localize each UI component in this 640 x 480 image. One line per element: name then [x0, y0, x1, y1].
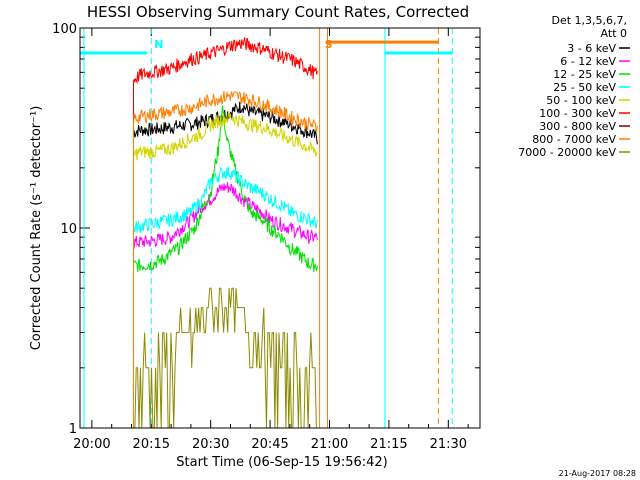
plot-frame: [79, 27, 481, 429]
y-tick-label-0: 1: [69, 422, 77, 437]
series-line-8: [133, 287, 317, 429]
x-axis-label: Start Time (06-Sep-15 19:56:42): [176, 455, 387, 470]
series-line-1: [133, 182, 318, 428]
series-line-0: [133, 101, 318, 428]
x-tick-label-2: 20:30: [192, 437, 229, 452]
legend-label-2: 12 - 25 keV: [553, 68, 616, 81]
x-tick-label-3: 20:45: [251, 437, 288, 452]
legend-label-8: 7000 - 20000 keV: [518, 146, 616, 159]
chart-title: HESSI Observing Summary Count Rates, Cor…: [87, 3, 469, 21]
series-line-4: [133, 111, 318, 428]
x-tick-label-0: 20:00: [73, 437, 110, 452]
series-line-7: [133, 90, 318, 428]
marker-n: N: [154, 38, 163, 51]
series-line-5: [133, 37, 318, 428]
marker-s: S: [325, 38, 333, 51]
legend-label-6: 300 - 800 keV: [539, 120, 616, 133]
series-line-2: [133, 105, 318, 428]
legend-label-7: 800 - 7000 keV: [532, 133, 616, 146]
legend-header-1: Att 0: [601, 27, 627, 40]
legend-label-0: 3 - 6 keV: [567, 42, 616, 55]
legend-label-1: 6 - 12 keV: [560, 55, 616, 68]
x-tick-label-4: 21:00: [311, 437, 348, 452]
legend-label-4: 50 - 100 keV: [546, 94, 616, 107]
legend-label-5: 100 - 300 keV: [539, 107, 616, 120]
x-tick-label-1: 20:15: [133, 437, 170, 452]
y-axis-label: Corrected Count Rate (s⁻¹ detector⁻¹): [29, 106, 44, 351]
y-tick-label-2: 100: [52, 22, 77, 37]
series-line-3: [133, 166, 318, 428]
legend-label-3: 25 - 50 keV: [553, 81, 616, 94]
legend-header-0: Det 1,3,5,6,7,: [551, 14, 627, 27]
x-tick-label-6: 21:30: [430, 437, 467, 452]
y-tick-label-1: 10: [60, 222, 77, 237]
x-tick-label-5: 21:15: [370, 437, 407, 452]
footer-date: 21-Aug-2017 08:28: [559, 469, 636, 478]
